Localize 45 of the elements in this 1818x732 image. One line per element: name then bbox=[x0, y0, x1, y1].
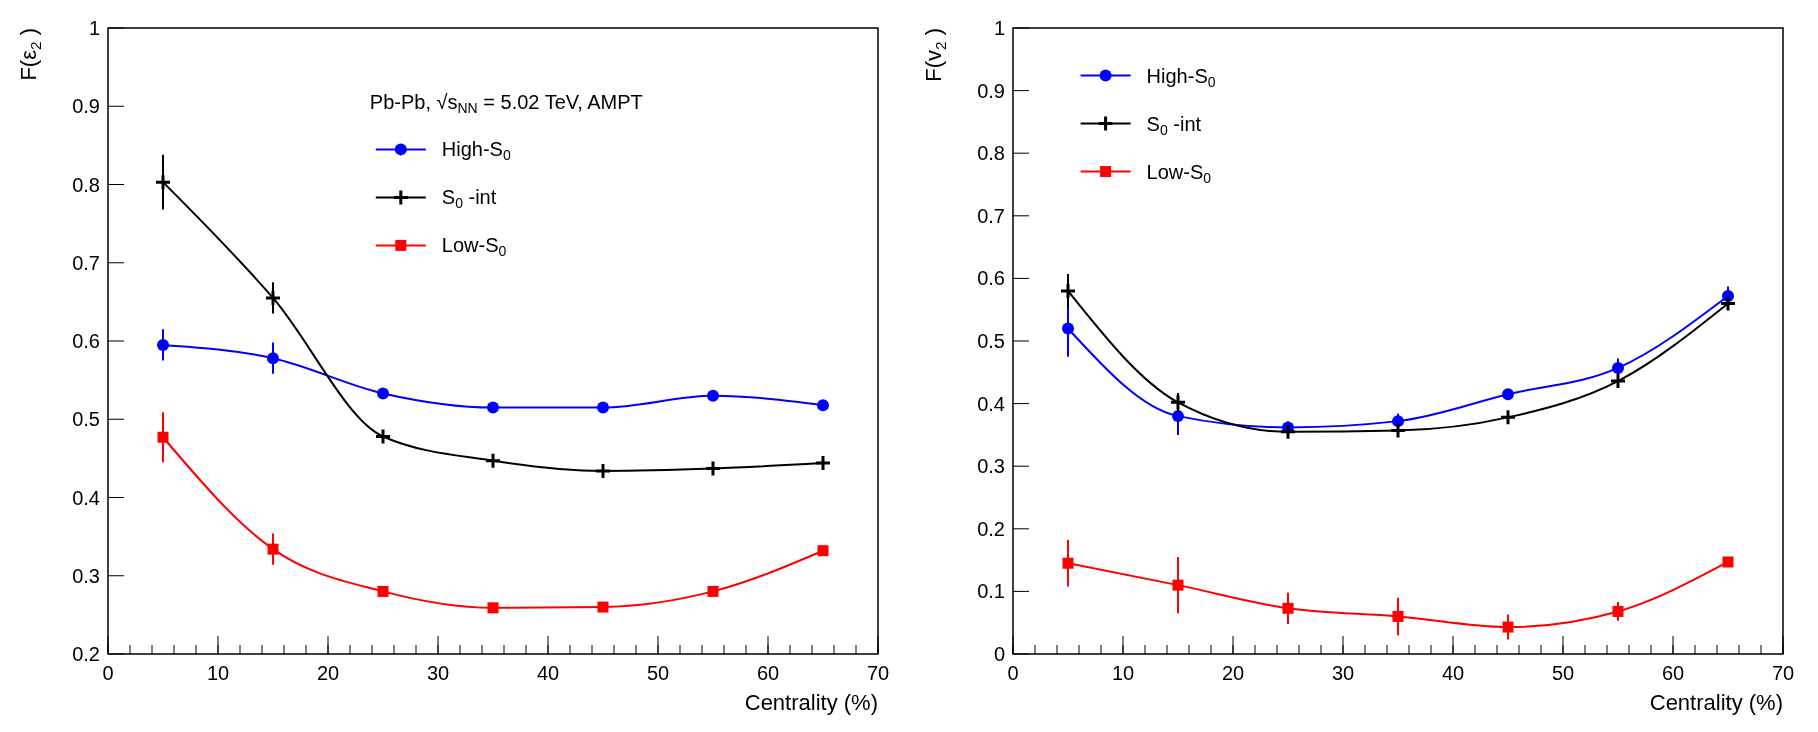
legend-label: S$_{0}$-int bbox=[1146, 112, 1202, 138]
x-axis-title: Centrality (%) bbox=[1649, 690, 1783, 715]
y-tick-label: 0.7 bbox=[977, 204, 1005, 227]
x-tick-label: 70 bbox=[866, 662, 890, 684]
y-tick-label: 0.2 bbox=[977, 517, 1005, 540]
x-tick-label: 10 bbox=[206, 662, 230, 684]
x-tick-label: 20 bbox=[1221, 662, 1245, 684]
legend-label: High-S$_{0}$ bbox=[441, 138, 511, 164]
legend-label: Low-S$_{0}$ bbox=[441, 234, 507, 260]
y-tick-label: 1 bbox=[993, 17, 1005, 39]
y-tick-label: 0.7 bbox=[72, 251, 100, 274]
x-tick-label: 50 bbox=[646, 662, 670, 684]
x-tick-label: 40 bbox=[1441, 662, 1465, 684]
y-tick-label: 0 bbox=[993, 643, 1005, 665]
legend-label: Low-S$_{0}$ bbox=[1146, 160, 1212, 186]
x-tick-label: 20 bbox=[316, 662, 340, 684]
y-tick-label: 0.4 bbox=[72, 486, 100, 509]
y-tick-label: 0.3 bbox=[977, 455, 1005, 478]
y-tick-label: 0.8 bbox=[977, 142, 1005, 165]
y-tick-label: 0.9 bbox=[977, 79, 1005, 102]
x-tick-label: 0 bbox=[1007, 662, 1019, 684]
y-tick-label: 1 bbox=[88, 17, 100, 39]
y-tick-label: 0.4 bbox=[977, 392, 1005, 415]
y-tick-label: 0.6 bbox=[72, 330, 100, 352]
y-tick-label: 0.8 bbox=[72, 173, 100, 196]
x-tick-label: 0 bbox=[102, 662, 114, 684]
x-tick-label: 60 bbox=[756, 662, 780, 684]
legend-label: High-S$_{0}$ bbox=[1146, 64, 1216, 90]
legend-label: S$_{0}$-int bbox=[441, 186, 497, 212]
x-tick-label: 60 bbox=[1661, 662, 1685, 684]
x-tick-label: 30 bbox=[1331, 662, 1355, 684]
x-tick-label: 50 bbox=[1551, 662, 1575, 684]
annotation: Pb-Pb, √s$_{NN}$ = 5.02 TeV, AMPT bbox=[369, 91, 643, 117]
y-tick-label: 0.6 bbox=[977, 267, 1005, 290]
y-tick-label: 0.9 bbox=[72, 95, 100, 118]
y-tick-label: 0.2 bbox=[72, 643, 100, 665]
x-tick-label: 10 bbox=[1111, 662, 1135, 684]
x-tick-label: 40 bbox=[536, 662, 560, 684]
y-tick-label: 0.3 bbox=[72, 564, 100, 587]
y-tick-label: 0.1 bbox=[977, 580, 1005, 603]
x-axis-title: Centrality (%) bbox=[744, 690, 878, 715]
y-tick-label: 0.5 bbox=[977, 330, 1005, 352]
x-tick-label: 70 bbox=[1771, 662, 1795, 684]
x-tick-label: 30 bbox=[426, 662, 450, 684]
y-tick-label: 0.5 bbox=[72, 408, 100, 431]
